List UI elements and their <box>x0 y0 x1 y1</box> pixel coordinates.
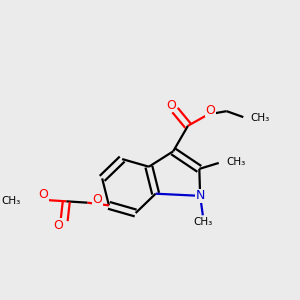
Text: CH₃: CH₃ <box>1 196 20 206</box>
Text: O: O <box>166 99 176 112</box>
Text: O: O <box>206 103 215 117</box>
Text: CH₃: CH₃ <box>227 157 246 167</box>
Text: N: N <box>195 189 205 203</box>
Text: CH₃: CH₃ <box>251 112 270 123</box>
Text: O: O <box>93 193 103 206</box>
Text: O: O <box>53 219 63 232</box>
Text: CH₃: CH₃ <box>194 217 213 227</box>
Text: O: O <box>38 188 48 201</box>
